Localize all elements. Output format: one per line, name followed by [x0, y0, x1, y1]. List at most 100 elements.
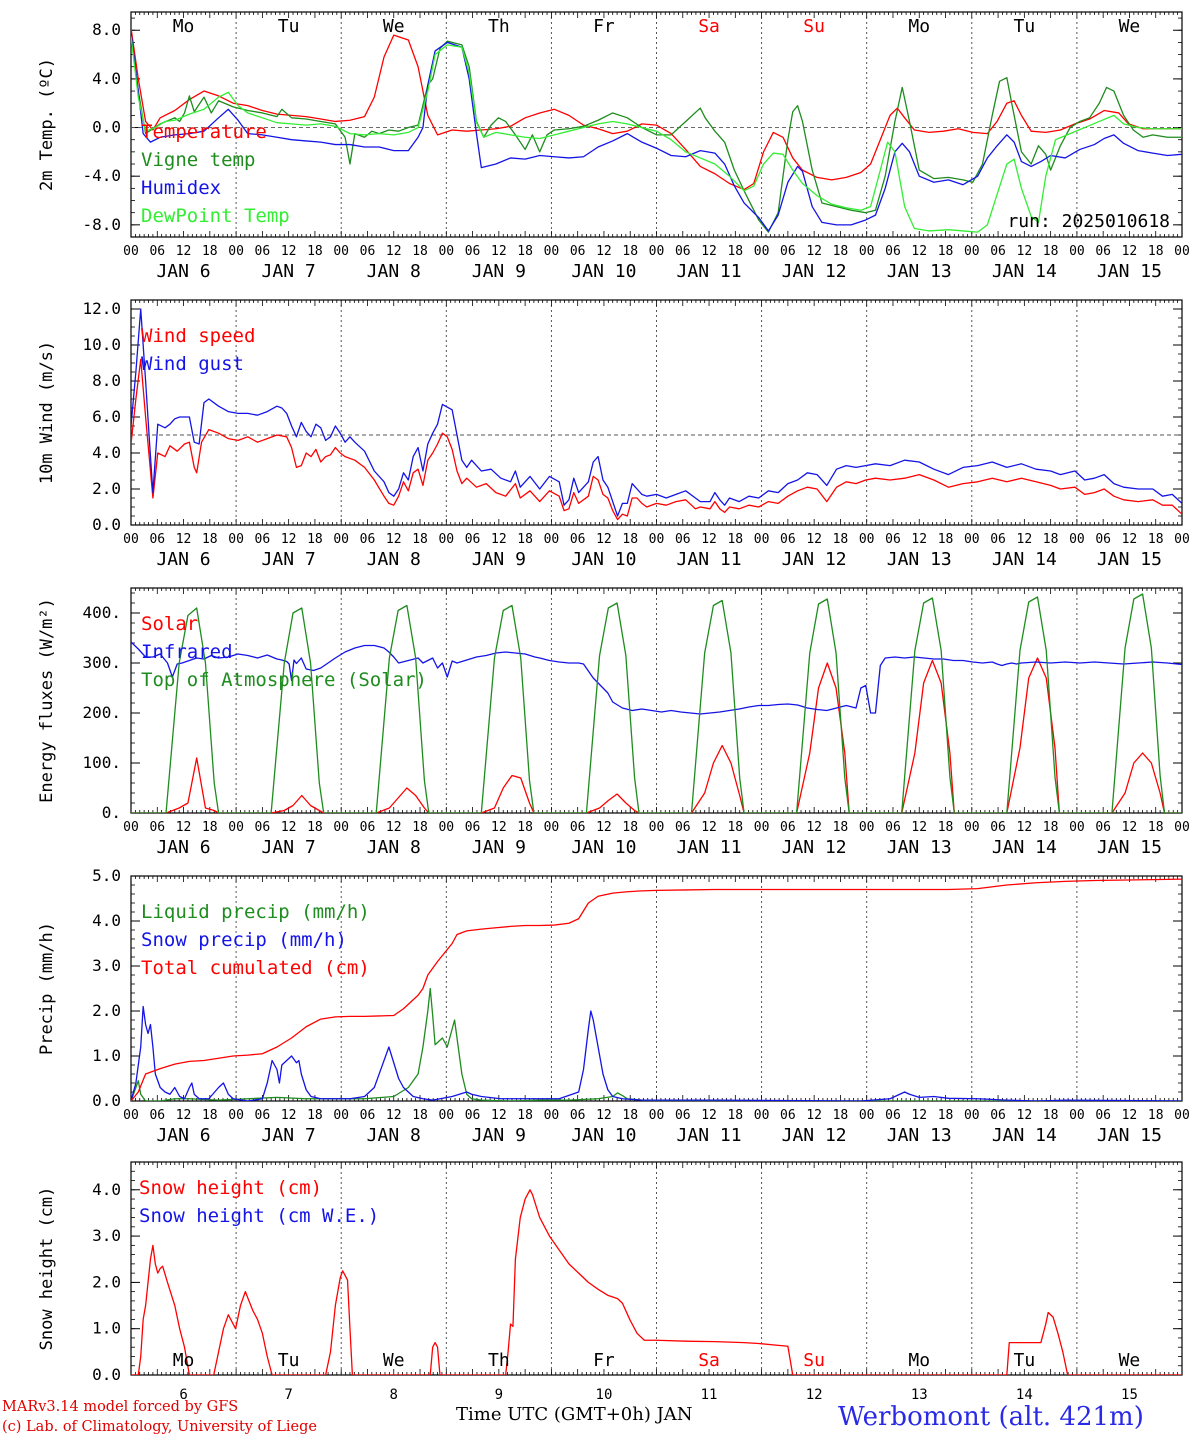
hour-tick-label: 06 [990, 532, 1006, 547]
day-name: Th [488, 16, 510, 37]
hour-tick-label: 12 [911, 1108, 927, 1123]
day-name: Mo [173, 1350, 195, 1371]
hour-tick-label: 12 [1017, 820, 1033, 835]
hour-tick-label: 12 [386, 1108, 402, 1123]
y-tick-label: 2.0 [92, 1001, 121, 1020]
y-tick-label: 1.0 [92, 1319, 121, 1338]
date-label: JAN 11 [677, 837, 742, 858]
hour-tick-label: 12 [386, 820, 402, 835]
y-tick-label: 0.0 [92, 118, 121, 137]
date-label: JAN 7 [262, 837, 316, 858]
hour-tick-label: 18 [938, 820, 954, 835]
day-name: Th [488, 1350, 510, 1371]
date-label: JAN 14 [992, 261, 1057, 282]
day-number: 14 [1016, 1387, 1033, 1403]
hour-tick-label: 00 [438, 1108, 454, 1123]
date-label: JAN 6 [156, 837, 210, 858]
hour-tick-label: 12 [491, 532, 507, 547]
hour-tick-label: 18 [412, 1108, 428, 1123]
hour-tick-label: 18 [412, 244, 428, 259]
legend-entry: Vigne temp [141, 149, 255, 171]
y-tick-label: 3.0 [92, 1226, 121, 1245]
hour-tick-label: 00 [1069, 532, 1085, 547]
hour-tick-label: 12 [281, 820, 297, 835]
hour-tick-label: 00 [859, 820, 875, 835]
day-name: We [1119, 1350, 1141, 1371]
date-label: JAN 8 [367, 549, 421, 570]
hour-tick-label: 12 [281, 1108, 297, 1123]
y-tick-label: 300. [82, 653, 121, 672]
series-line-humidex [131, 32, 1182, 232]
hour-tick-label: 00 [1174, 820, 1190, 835]
hour-tick-label: 12 [596, 820, 612, 835]
hour-tick-label: 00 [123, 1108, 139, 1123]
series-line-wind-speed [131, 358, 1182, 521]
hour-tick-label: 06 [990, 1108, 1006, 1123]
day-number: 15 [1121, 1387, 1138, 1403]
hour-tick-label: 06 [255, 244, 271, 259]
hour-tick-label: 00 [438, 820, 454, 835]
hour-tick-label: 18 [1148, 1108, 1164, 1123]
hour-tick-label: 12 [176, 532, 192, 547]
snow-panel: 0.0 1.0 2.0 3.0 4.0 Snow height (cm) Snow heig… [37, 1161, 1183, 1403]
hour-tick-label: 18 [307, 820, 323, 835]
hour-tick-label: 18 [202, 244, 218, 259]
hour-tick-label: 00 [1069, 820, 1085, 835]
hour-tick-label: 00 [544, 244, 560, 259]
hour-tick-label: 06 [1095, 820, 1111, 835]
hour-tick-label: 06 [675, 532, 691, 547]
hour-tick-label: 00 [544, 1108, 560, 1123]
y-tick-label: 6.0 [92, 407, 121, 426]
series-line-top-of-atmosphere-solar- [131, 593, 1182, 813]
hour-tick-label: 06 [780, 1108, 796, 1123]
hour-tick-label: 18 [727, 1108, 743, 1123]
hour-tick-label: 18 [1043, 244, 1059, 259]
hour-tick-label: 00 [544, 820, 560, 835]
station-name: Werbomont (alt. 421m) [838, 1402, 1144, 1432]
hour-tick-label: 00 [649, 532, 665, 547]
date-label: JAN 6 [156, 261, 210, 282]
date-label: JAN 11 [677, 1125, 742, 1146]
hour-tick-label: 12 [1122, 1108, 1138, 1123]
hour-tick-label: 06 [255, 820, 271, 835]
date-label: JAN 14 [992, 837, 1057, 858]
day-number: 13 [911, 1387, 928, 1403]
date-label: JAN 14 [992, 549, 1057, 570]
y-tick-label: 0. [102, 803, 121, 822]
hour-tick-label: 00 [649, 1108, 665, 1123]
hour-tick-label: 12 [701, 1108, 717, 1123]
hour-tick-label: 00 [1174, 1108, 1190, 1123]
date-label: JAN 8 [367, 261, 421, 282]
hour-tick-label: 12 [701, 820, 717, 835]
y-tick-label: 4.0 [92, 1180, 121, 1199]
hour-tick-label: 18 [517, 532, 533, 547]
hour-tick-label: 00 [964, 1108, 980, 1123]
y-tick-label: 0.0 [92, 1091, 121, 1110]
hour-tick-label: 18 [833, 1108, 849, 1123]
hour-tick-label: 12 [806, 532, 822, 547]
y-tick-label: 2.0 [92, 479, 121, 498]
hour-tick-label: 18 [517, 1108, 533, 1123]
y-tick-label: 0.0 [92, 1365, 121, 1384]
hour-tick-label: 06 [149, 1108, 165, 1123]
hour-tick-label: 18 [622, 820, 638, 835]
day-name: Tu [1014, 1350, 1036, 1371]
y-tick-label: 10.0 [82, 335, 121, 354]
legend-entry: Infrared [141, 641, 233, 663]
y-tick-label: 0.0 [92, 515, 121, 534]
hour-tick-label: 00 [1174, 532, 1190, 547]
legend-entry: Snow height (cm W.E.) [139, 1205, 379, 1227]
hour-tick-label: 12 [1017, 532, 1033, 547]
hour-tick-label: 06 [1095, 1108, 1111, 1123]
hour-tick-label: 12 [911, 532, 927, 547]
hour-tick-label: 00 [228, 532, 244, 547]
day-name: Tu [278, 16, 300, 37]
hour-tick-label: 12 [1122, 532, 1138, 547]
hour-tick-label: 06 [1095, 532, 1111, 547]
day-number: 7 [284, 1387, 292, 1403]
hour-tick-label: 12 [281, 244, 297, 259]
legend-entry: Wind gust [141, 353, 244, 375]
hour-tick-label: 00 [333, 244, 349, 259]
date-label: JAN 14 [992, 1125, 1057, 1146]
